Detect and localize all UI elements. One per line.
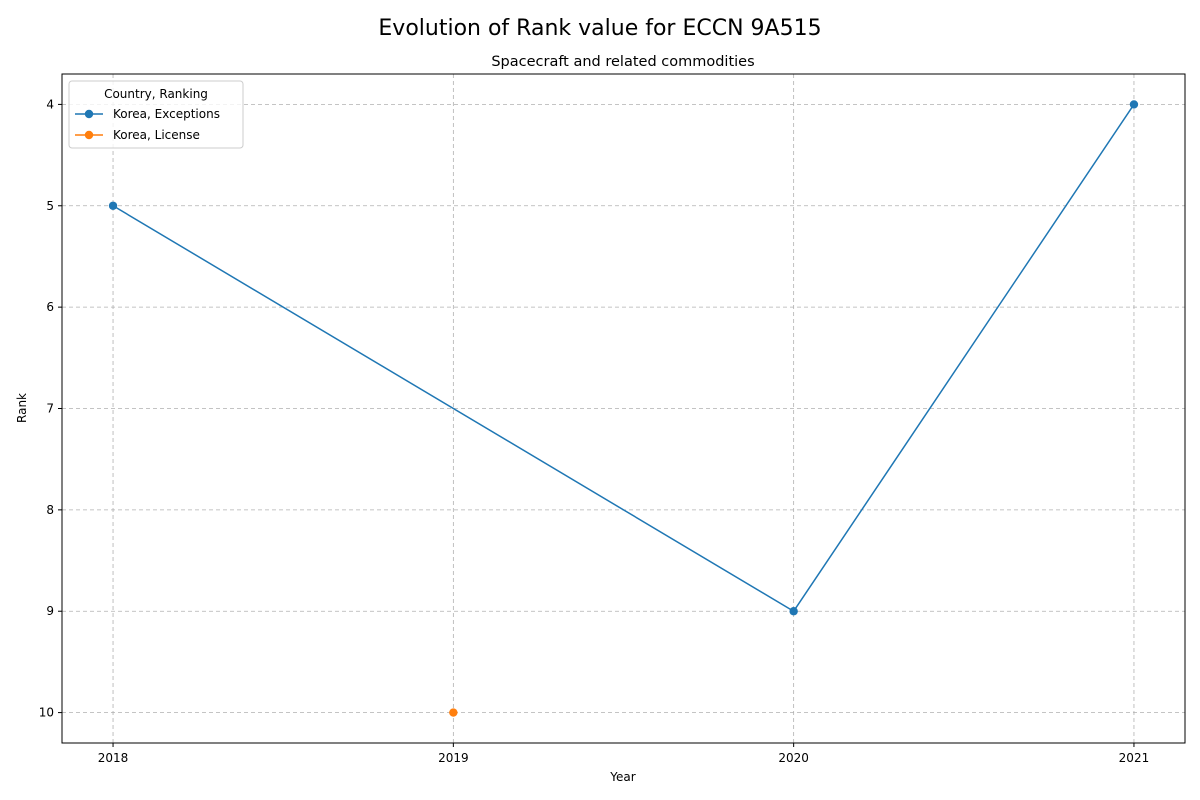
y-tick-label: 10 xyxy=(39,706,54,720)
legend-marker-korea-exceptions xyxy=(84,109,94,119)
y-tick-label: 6 xyxy=(46,300,54,314)
ticks-layer: 2018 2019 2020 2021 4 5 6 7 8 9 10 xyxy=(39,97,1150,765)
x-tick-label: 2020 xyxy=(778,751,809,765)
y-tick-label: 4 xyxy=(46,97,54,111)
y-tick-label: 5 xyxy=(46,199,54,213)
data-point-korea-exceptions xyxy=(108,201,118,210)
y-axis-label: Rank xyxy=(15,393,29,423)
data-point-korea-license xyxy=(449,708,458,717)
legend-title: Country, Ranking xyxy=(104,87,208,101)
grid-layer xyxy=(62,74,1185,743)
x-tick-label: 2019 xyxy=(438,751,469,765)
data-point-korea-exceptions xyxy=(789,607,798,616)
legend-label-korea-license: Korea, License xyxy=(113,128,200,142)
legend-box xyxy=(68,80,244,149)
x-tick-label: 2018 xyxy=(98,751,129,765)
x-axis-label: Year xyxy=(609,770,635,784)
legend-label-korea-exceptions: Korea, Exceptions xyxy=(113,107,220,121)
legend-entries: Korea, Exceptions Korea, License xyxy=(75,107,220,142)
y-tick-label: 9 xyxy=(46,604,54,618)
x-tick-label: 2021 xyxy=(1119,751,1150,765)
legend-marker-korea-license xyxy=(84,130,94,140)
chart-subtitle: Spacecraft and related commodities xyxy=(491,54,754,70)
chart-title: Evolution of Rank value for ECCN 9A515 xyxy=(378,16,821,41)
y-tick-label: 8 xyxy=(46,503,54,517)
y-tick-label: 7 xyxy=(46,402,54,416)
data-point-korea-exceptions xyxy=(1129,100,1139,109)
series-line-korea-exceptions xyxy=(112,103,1135,613)
series-layer xyxy=(108,100,1139,717)
legend: Country, Ranking Korea, ExceptionsKorea,… xyxy=(68,80,244,149)
